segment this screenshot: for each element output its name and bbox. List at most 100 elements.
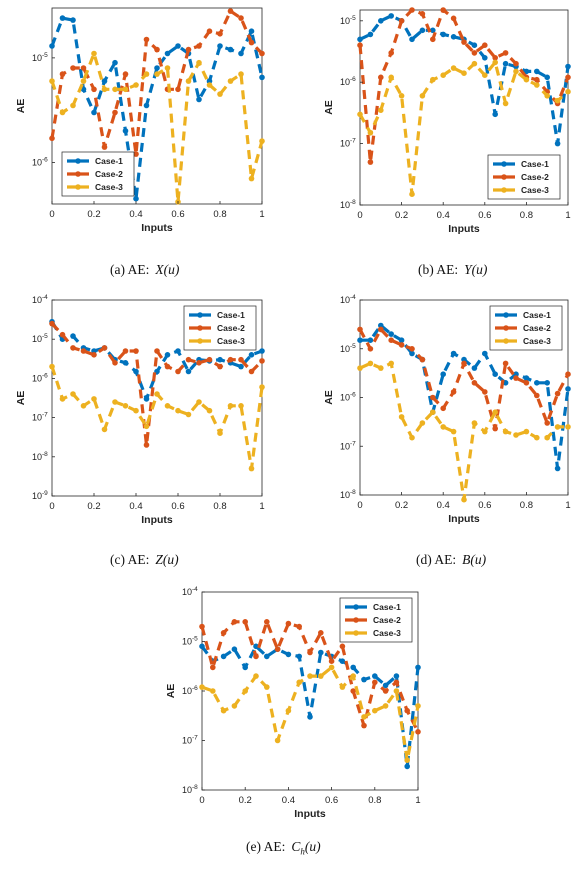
data-point-case-2 <box>253 653 259 660</box>
data-point-case-2 <box>227 8 234 14</box>
data-point-case-3 <box>199 684 205 690</box>
legend-label-case-3: Case-3 <box>521 185 549 195</box>
data-point-case-3 <box>238 403 244 409</box>
y-tick-label: 10-6 <box>340 392 356 403</box>
data-point-case-3 <box>185 78 192 84</box>
x-tick-label: 0 <box>49 209 54 220</box>
legend-marker-case-2 <box>503 325 509 331</box>
data-point-case-1 <box>367 31 374 38</box>
data-point-case-3 <box>175 407 181 414</box>
data-point-case-3 <box>318 673 324 679</box>
caption-b: (b) AE: Y(u) <box>418 262 487 278</box>
data-point-case-1 <box>415 664 421 671</box>
data-point-case-3 <box>91 396 97 402</box>
series-line-case-2 <box>358 8 570 164</box>
data-point-case-2 <box>492 425 498 432</box>
data-point-case-1 <box>409 36 415 43</box>
data-point-case-3 <box>471 420 478 426</box>
x-axis-label: Inputs <box>141 514 173 526</box>
data-point-case-3 <box>259 384 265 390</box>
data-point-case-3 <box>502 100 509 107</box>
data-point-case-3 <box>357 365 363 371</box>
data-point-case-1 <box>502 60 509 67</box>
legend-label-case-1: Case-1 <box>217 310 245 320</box>
data-point-case-2 <box>318 630 324 636</box>
data-point-case-2 <box>122 348 129 354</box>
data-point-case-3 <box>565 88 571 95</box>
data-point-case-2 <box>133 348 139 354</box>
chart-d: 0 0.2 0.4 0.6 0.8 1 10-4 10-5 10-6 10-7 10-8 Inputs… <box>323 294 571 525</box>
data-point-case-3 <box>154 71 160 77</box>
caption-e-func-arg: (u) <box>304 839 321 854</box>
data-point-case-3 <box>220 707 227 714</box>
data-point-case-3 <box>231 703 238 709</box>
data-point-case-3 <box>398 93 405 99</box>
data-point-case-1 <box>122 128 129 134</box>
legend-marker-case-3 <box>353 630 359 636</box>
data-point-case-1 <box>259 74 265 81</box>
data-point-case-2 <box>238 356 244 363</box>
data-point-case-1 <box>154 65 160 71</box>
data-point-case-1 <box>217 356 223 363</box>
x-tick-label: 0.8 <box>213 501 226 512</box>
data-point-case-3 <box>70 391 76 397</box>
data-point-case-2 <box>471 380 478 386</box>
data-point-case-3 <box>91 50 97 57</box>
data-point-case-3 <box>274 737 281 744</box>
data-point-case-1 <box>471 42 478 48</box>
data-point-case-1 <box>133 195 139 202</box>
y-tick-label: 10-8 <box>182 784 198 795</box>
data-point-case-2 <box>415 729 421 735</box>
data-point-case-2 <box>199 623 205 630</box>
data-point-case-1 <box>227 46 234 53</box>
data-point-case-2 <box>482 42 488 48</box>
data-point-case-2 <box>544 420 550 426</box>
data-point-case-2 <box>196 360 202 366</box>
data-point-case-2 <box>513 375 519 381</box>
data-point-case-1 <box>164 352 171 358</box>
data-point-case-1 <box>133 368 139 375</box>
data-point-case-1 <box>217 43 223 49</box>
legend-label-case-2: Case-2 <box>217 323 245 333</box>
data-point-case-1 <box>361 676 367 683</box>
legend-label-case-1: Case-1 <box>373 602 401 612</box>
y-axis-label: AE <box>323 390 335 405</box>
data-point-case-3 <box>398 414 405 420</box>
data-point-case-2 <box>154 46 160 53</box>
data-point-case-3 <box>513 68 519 75</box>
data-point-case-3 <box>206 407 213 414</box>
data-point-case-2 <box>430 394 436 401</box>
x-tick-label: 1 <box>565 500 570 511</box>
data-point-case-1 <box>388 13 394 19</box>
y-tick-label: 10-7 <box>182 735 198 746</box>
data-point-case-1 <box>164 50 171 57</box>
caption-a-label: (a) AE: <box>110 262 150 277</box>
data-point-case-2 <box>122 71 129 77</box>
data-point-case-2 <box>393 679 400 686</box>
caption-e: (e) AE: Ch(u) <box>246 839 321 857</box>
data-point-case-3 <box>210 688 216 694</box>
data-point-case-3 <box>378 107 384 113</box>
data-point-case-2 <box>382 688 389 694</box>
data-point-case-1 <box>59 15 66 21</box>
x-tick-label: 0.2 <box>395 500 408 511</box>
data-point-case-1 <box>122 360 129 366</box>
data-point-case-3 <box>242 688 248 694</box>
x-tick-label: 0.4 <box>282 795 295 806</box>
caption-c-func: Z(u) <box>155 552 179 567</box>
data-point-case-3 <box>409 434 415 441</box>
y-tick-label: 10-5 <box>340 15 356 26</box>
data-point-case-1 <box>367 337 374 343</box>
data-point-case-3 <box>440 424 446 430</box>
data-point-case-3 <box>378 365 384 371</box>
y-tick-label: 10-6 <box>32 156 48 167</box>
data-point-case-3 <box>112 86 118 93</box>
data-point-case-1 <box>339 658 346 664</box>
data-point-case-2 <box>565 74 571 81</box>
data-point-case-3 <box>133 82 139 88</box>
panel-e: 0 0.2 0.4 0.6 0.8 1 10-4 10-5 10-6 10-7 10-8 Inputs… <box>150 580 440 872</box>
x-tick-label: 0.8 <box>520 500 533 511</box>
data-point-case-1 <box>398 337 405 343</box>
data-point-case-1 <box>554 140 561 147</box>
data-point-case-3 <box>357 111 363 118</box>
